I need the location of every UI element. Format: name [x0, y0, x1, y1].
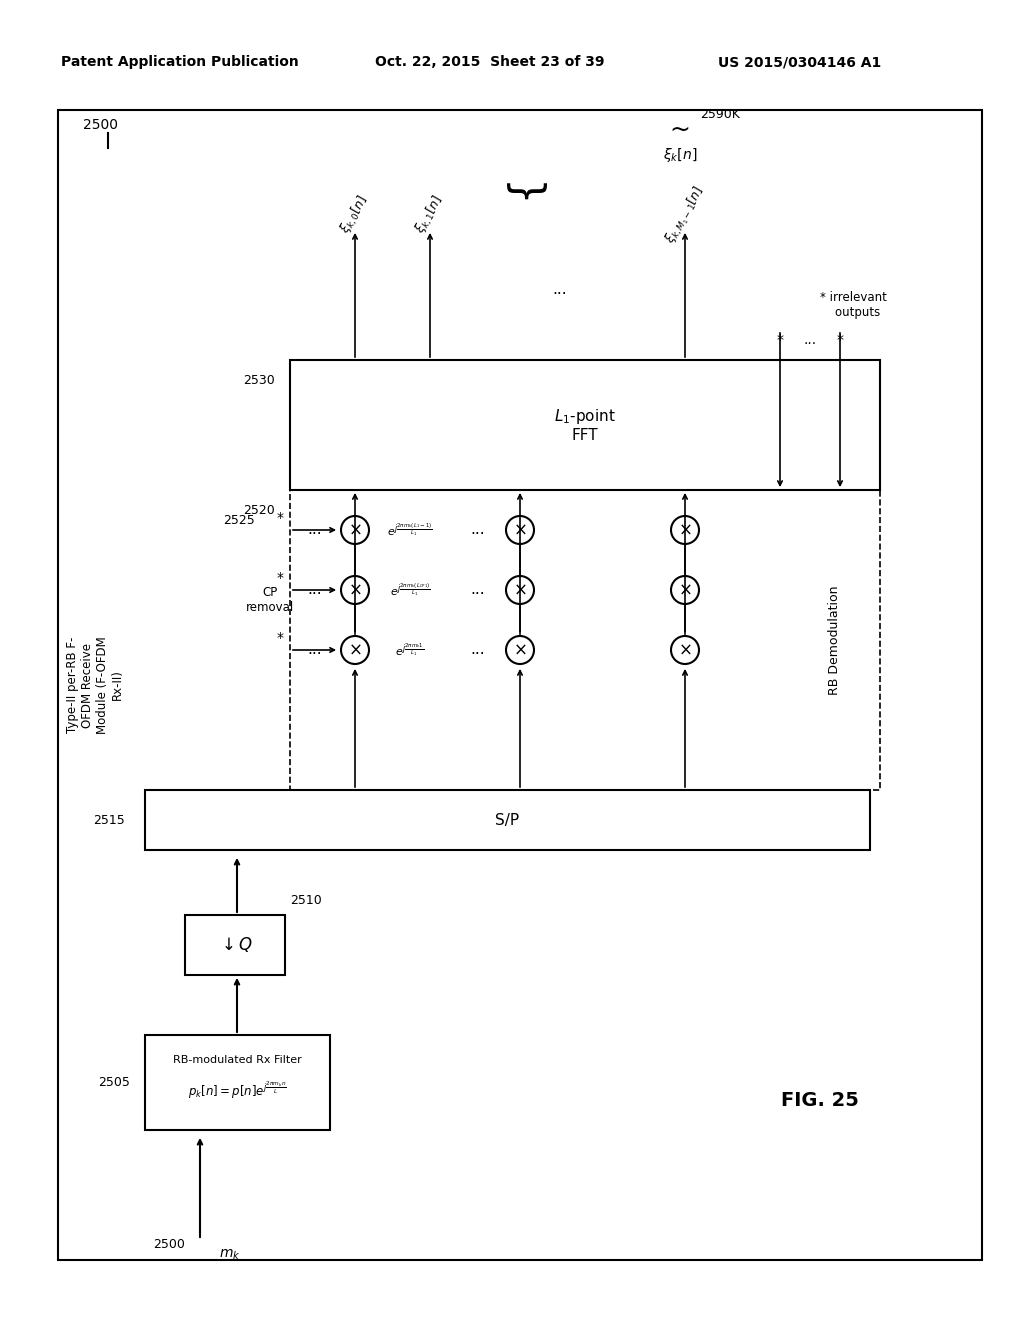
Text: *: *: [276, 511, 284, 525]
Text: ...: ...: [470, 582, 484, 598]
Bar: [290, 360, 880, 490]
Circle shape: [506, 576, 534, 605]
Text: $\times$: $\times$: [348, 521, 361, 539]
Text: $\times$: $\times$: [348, 581, 361, 599]
Text: *: *: [276, 631, 284, 645]
Text: Type-II per-RB F-
OFDM Receive
Module (F-OFDM
Rx-II): Type-II per-RB F- OFDM Receive Module (F…: [66, 636, 124, 734]
Text: FIG. 25: FIG. 25: [781, 1090, 859, 1110]
Circle shape: [506, 516, 534, 544]
Text: Patent Application Publication: Patent Application Publication: [61, 55, 299, 69]
Text: 2505: 2505: [98, 1076, 130, 1089]
Text: $\times$: $\times$: [348, 642, 361, 659]
Text: 2590K: 2590K: [700, 108, 740, 121]
Text: $\times$: $\times$: [513, 642, 526, 659]
Text: Oct. 22, 2015  Sheet 23 of 39: Oct. 22, 2015 Sheet 23 of 39: [375, 55, 605, 69]
Text: $\downarrow Q$: $\downarrow Q$: [217, 936, 252, 954]
Text: 2515: 2515: [93, 813, 125, 826]
Bar: [145, 789, 870, 850]
Text: $\xi_{k,M_1-1}[n]$: $\xi_{k,M_1-1}[n]$: [662, 183, 709, 247]
Text: 2500: 2500: [154, 1238, 185, 1251]
Text: $e^{j\frac{2\pi m_k(L_{CP1})}{L_1}}$: $e^{j\frac{2\pi m_k(L_{CP1})}{L_1}}$: [389, 582, 430, 598]
Text: 2500: 2500: [83, 117, 118, 132]
Text: ...: ...: [470, 643, 484, 657]
Text: RB Demodulation: RB Demodulation: [828, 585, 842, 694]
Text: 2510: 2510: [290, 894, 322, 907]
Text: $p_k[n] = p[n]e^{j\frac{2\pi m_k n}{L}}$: $p_k[n] = p[n]e^{j\frac{2\pi m_k n}{L}}$: [188, 1080, 287, 1101]
Text: $\times$: $\times$: [678, 521, 692, 539]
Text: 2520: 2520: [244, 503, 275, 516]
Text: ~: ~: [670, 117, 690, 143]
Text: $\times$: $\times$: [678, 642, 692, 659]
Circle shape: [506, 636, 534, 664]
Text: ...: ...: [307, 582, 323, 598]
Text: 2530: 2530: [244, 374, 275, 387]
Text: *: *: [776, 333, 783, 347]
Text: ...: ...: [553, 282, 567, 297]
Text: $e^{j\frac{2\pi m_k(L_1-1)}{L_1}}$: $e^{j\frac{2\pi m_k(L_1-1)}{L_1}}$: [387, 521, 433, 539]
Text: ...: ...: [804, 333, 816, 347]
Text: CP
removal: CP removal: [246, 586, 294, 614]
Text: RB-modulated Rx Filter: RB-modulated Rx Filter: [173, 1055, 302, 1065]
Text: $\times$: $\times$: [513, 581, 526, 599]
Bar: [290, 490, 880, 789]
Text: $\xi_{k,0}[n]$: $\xi_{k,0}[n]$: [337, 193, 373, 238]
Text: *: *: [837, 333, 844, 347]
Circle shape: [341, 636, 369, 664]
Text: $L_1$-point
FFT: $L_1$-point FFT: [554, 407, 615, 444]
Text: $\xi_{k,1}[n]$: $\xi_{k,1}[n]$: [413, 193, 447, 238]
Text: ...: ...: [470, 523, 484, 537]
Bar: [145, 1035, 330, 1130]
Text: $\times$: $\times$: [678, 581, 692, 599]
Bar: [58, 110, 982, 1261]
Text: $e^{j\frac{2\pi m_k 1}{L_1}}$: $e^{j\frac{2\pi m_k 1}{L_1}}$: [395, 642, 425, 659]
Text: $\xi_k[n]$: $\xi_k[n]$: [663, 147, 697, 164]
Text: US 2015/0304146 A1: US 2015/0304146 A1: [719, 55, 882, 69]
Circle shape: [671, 516, 699, 544]
Circle shape: [341, 576, 369, 605]
Circle shape: [671, 636, 699, 664]
Text: ...: ...: [307, 643, 323, 657]
Text: $\times$: $\times$: [513, 521, 526, 539]
Text: }: }: [499, 182, 541, 209]
Text: ...: ...: [307, 523, 323, 537]
Text: $m_k$: $m_k$: [219, 1247, 241, 1262]
Bar: [185, 915, 285, 975]
Text: *: *: [276, 572, 284, 585]
Circle shape: [341, 516, 369, 544]
Text: * irrelevant
    outputs: * irrelevant outputs: [820, 290, 887, 319]
Text: S/P: S/P: [496, 813, 519, 828]
Circle shape: [671, 576, 699, 605]
Text: 2525: 2525: [223, 513, 255, 527]
